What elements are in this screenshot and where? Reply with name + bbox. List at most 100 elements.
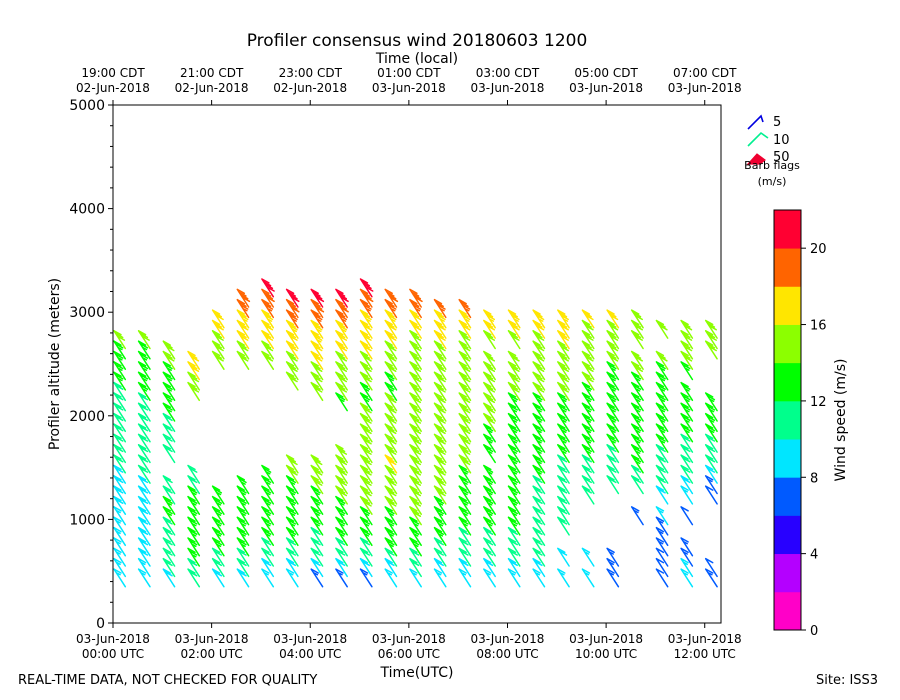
wind-barb (507, 350, 521, 370)
wind-barb (310, 537, 324, 557)
wind-barb (433, 381, 447, 402)
wind-barb (236, 516, 250, 536)
wind-barb (310, 495, 324, 515)
wind-barb (458, 516, 472, 536)
chart-title: Profiler consensus wind 20180603 1200 (247, 31, 588, 51)
wind-barb (162, 423, 176, 443)
wind-barb (113, 568, 127, 588)
wind-barb (211, 330, 225, 350)
wind-barb (630, 454, 644, 474)
colorbar-segment (774, 553, 801, 593)
wind-barb (285, 557, 299, 578)
wind-barb (335, 309, 348, 329)
legend-label-5: 5 (773, 115, 781, 130)
wind-barb (359, 557, 373, 578)
wind-barb (655, 464, 669, 484)
wind-barb (433, 402, 447, 422)
wind-barb (532, 537, 546, 557)
wind-barb (162, 402, 176, 422)
wind-barb (285, 350, 299, 370)
wind-barb (187, 557, 201, 578)
wind-barb (557, 433, 570, 453)
x-tick-time-label: 08:00 UTC (476, 647, 538, 661)
top-tick-date-label: 03-Jun-2018 (668, 81, 742, 95)
colorbar (774, 210, 801, 631)
wind-barb (335, 485, 348, 505)
wind-barb (137, 506, 151, 526)
wind-barb (581, 319, 595, 339)
wind-barb (261, 516, 275, 536)
wind-barb (384, 361, 398, 381)
wind-barb (384, 350, 398, 370)
wind-barb (655, 454, 669, 474)
wind-barb (655, 568, 669, 588)
wind-barb (113, 557, 127, 578)
wind-barb (285, 340, 299, 360)
wind-barb (507, 412, 521, 433)
wind-barb (310, 454, 324, 474)
wind-barb (532, 495, 546, 515)
wind-barb (606, 402, 620, 422)
wind-barb (433, 298, 447, 319)
wind-barb (680, 319, 694, 339)
legend-title: Barb flags (744, 159, 800, 172)
wind-barb (236, 557, 250, 578)
wind-barb (137, 547, 151, 567)
wind-barb (581, 423, 595, 443)
wind-barb (704, 475, 718, 495)
wind-barb (113, 475, 127, 495)
colorbar-ticks: 0 4 8 12 16 20 (801, 242, 827, 639)
wind-barb (285, 537, 299, 557)
wind-barb (458, 371, 472, 391)
wind-barb (680, 454, 694, 474)
wind-barb (335, 506, 348, 526)
wind-barb (507, 392, 521, 412)
wind-barb (655, 371, 669, 391)
wind-barb (507, 319, 521, 339)
wind-barb (162, 392, 176, 412)
wind-barb (606, 319, 620, 339)
wind-barb (113, 495, 127, 515)
wind-barb (236, 568, 250, 588)
wind-barb (211, 557, 225, 578)
wind-barb (483, 485, 496, 505)
wind-barb (655, 444, 669, 464)
wind-barb (483, 444, 496, 464)
wind-barb (359, 485, 373, 505)
colorbar-segment (774, 210, 801, 249)
wind-barb (581, 485, 595, 505)
wind-barb (507, 506, 521, 526)
wind-barb (483, 433, 496, 453)
wind-barb (458, 454, 472, 474)
wind-barb (458, 412, 472, 433)
wind-barb (655, 412, 669, 433)
wind-barb (187, 495, 201, 515)
wind-barb (137, 392, 151, 412)
wind-barb (433, 495, 447, 515)
wind-barb (137, 402, 151, 422)
wind-barb (162, 568, 176, 588)
wind-barb (310, 516, 324, 536)
wind-barb (310, 298, 325, 319)
wind-barb (137, 454, 151, 474)
wind-barb (335, 444, 348, 464)
wind-barb (630, 412, 644, 433)
y-tick-label: 4000 (69, 202, 105, 218)
wind-barb (680, 340, 694, 360)
wind-barb (261, 495, 275, 515)
wind-barb (704, 454, 718, 474)
wind-barb (384, 547, 398, 567)
wind-barb (532, 547, 546, 567)
wind-barb (285, 475, 299, 495)
wind-barb (359, 288, 374, 308)
wind-barb (335, 381, 348, 402)
wind-barb (532, 381, 546, 402)
x-tick-date-label: 03-Jun-2018 (175, 632, 249, 646)
wind-barb (409, 361, 422, 381)
colorbar-segment (774, 477, 801, 516)
wind-barb (433, 309, 447, 329)
wind-barb (532, 557, 546, 578)
wind-barb (458, 485, 472, 505)
legend-entry-5: 5 (747, 114, 781, 130)
wind-barb (680, 475, 694, 495)
